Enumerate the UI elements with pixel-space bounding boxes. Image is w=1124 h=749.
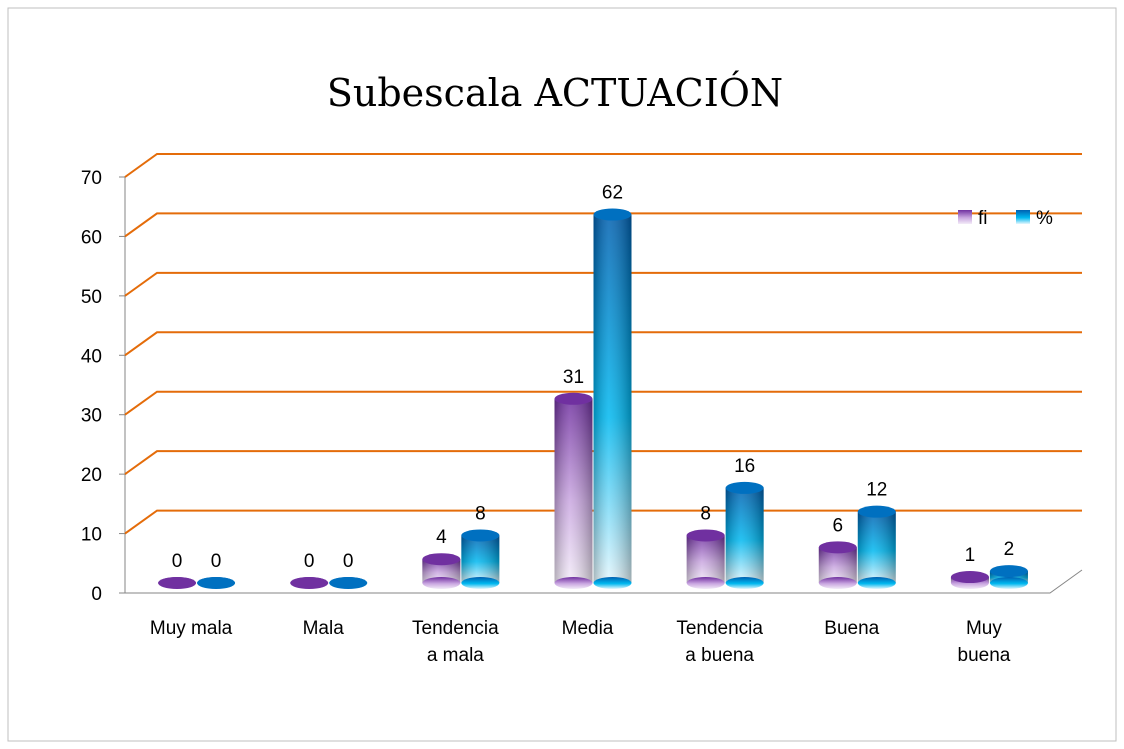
bar-top [725,481,764,494]
grid-line [124,509,1082,535]
bar-shade [725,487,764,583]
bar-top [290,577,329,589]
y-tick-label: 30 [81,406,102,427]
bar-bottom [989,577,1028,589]
value-label: 0 [343,551,354,572]
bar [422,553,461,589]
y-tick-label: 20 [81,465,102,486]
bar-shade [461,535,500,583]
value-label: 62 [602,183,623,204]
value-label: 16 [734,456,755,477]
bar-top [989,565,1028,578]
bar [290,577,329,589]
bar [197,577,236,589]
legend-label: fi [978,208,988,229]
bar-bottom [461,577,500,589]
x-tick-label: Media [561,618,614,639]
y-tick-label: 50 [81,287,102,308]
legend-swatch [958,210,972,224]
y-tick-label: 70 [81,168,102,189]
bar [725,481,764,589]
bar-bottom [593,577,632,589]
bar-top [158,577,197,589]
x-tick-label: Muy buena [957,618,1011,666]
bar-shade [554,398,593,583]
grid-line [124,212,1082,238]
y-tick-label: 10 [81,525,102,546]
bar-top [554,392,593,405]
value-label: 8 [700,503,711,524]
x-tick-label: Mala [302,618,344,639]
bar-bottom [686,577,725,589]
y-tick-label: 40 [81,346,102,367]
bar-top [329,577,368,589]
y-tick-label: 0 [91,584,102,605]
value-label: 8 [475,503,486,524]
bar-bottom [422,577,461,589]
bar [818,541,857,589]
value-label: 0 [172,551,183,572]
grid-line [124,450,1082,475]
x-tick-label: Buena [824,618,880,639]
bar-top [197,577,236,589]
value-label: 0 [211,551,222,572]
value-label: 31 [563,367,584,388]
bar-top [818,541,857,554]
value-label: 4 [436,527,447,548]
bar-shade [422,559,461,583]
bar-top [686,529,725,542]
bar-shade [686,535,725,583]
bar-top [950,571,989,584]
bar-top [461,529,500,542]
bar-shade [857,511,896,583]
x-tick-label: Tendencia a mala [412,618,499,666]
bar-shade [593,214,632,584]
frame [7,7,1117,742]
bar [989,565,1028,589]
value-label: 12 [866,480,887,501]
bar [950,571,989,589]
grid-line [124,331,1082,357]
value-label: 6 [832,515,843,536]
chart-title: Subescala ACTUACIÓN [327,71,783,115]
bar-bottom [818,577,857,589]
bar [857,505,896,589]
grid-line [124,271,1082,297]
bar-bottom [554,577,593,589]
x-tick-label: Muy mala [149,618,233,639]
grid-line [124,153,1082,178]
y-tick-label: 60 [81,227,102,248]
value-label: 2 [1004,539,1015,560]
bar [686,529,725,589]
bar-bottom [725,577,764,589]
bar [554,392,593,589]
bar-bottom [857,577,896,589]
bar-top [857,505,896,518]
legend-label: % [1036,208,1053,229]
bar [329,577,368,589]
value-label: 1 [965,545,976,566]
value-label: 0 [304,551,315,572]
floor [125,569,1083,594]
grid-line [124,390,1082,416]
legend-swatch [1016,210,1030,224]
bar [158,577,197,589]
bar [461,529,500,589]
bar [593,208,632,589]
bar-top [422,553,461,566]
bar-top [593,208,632,221]
x-tick-label: Tendencia a buena [676,618,763,666]
